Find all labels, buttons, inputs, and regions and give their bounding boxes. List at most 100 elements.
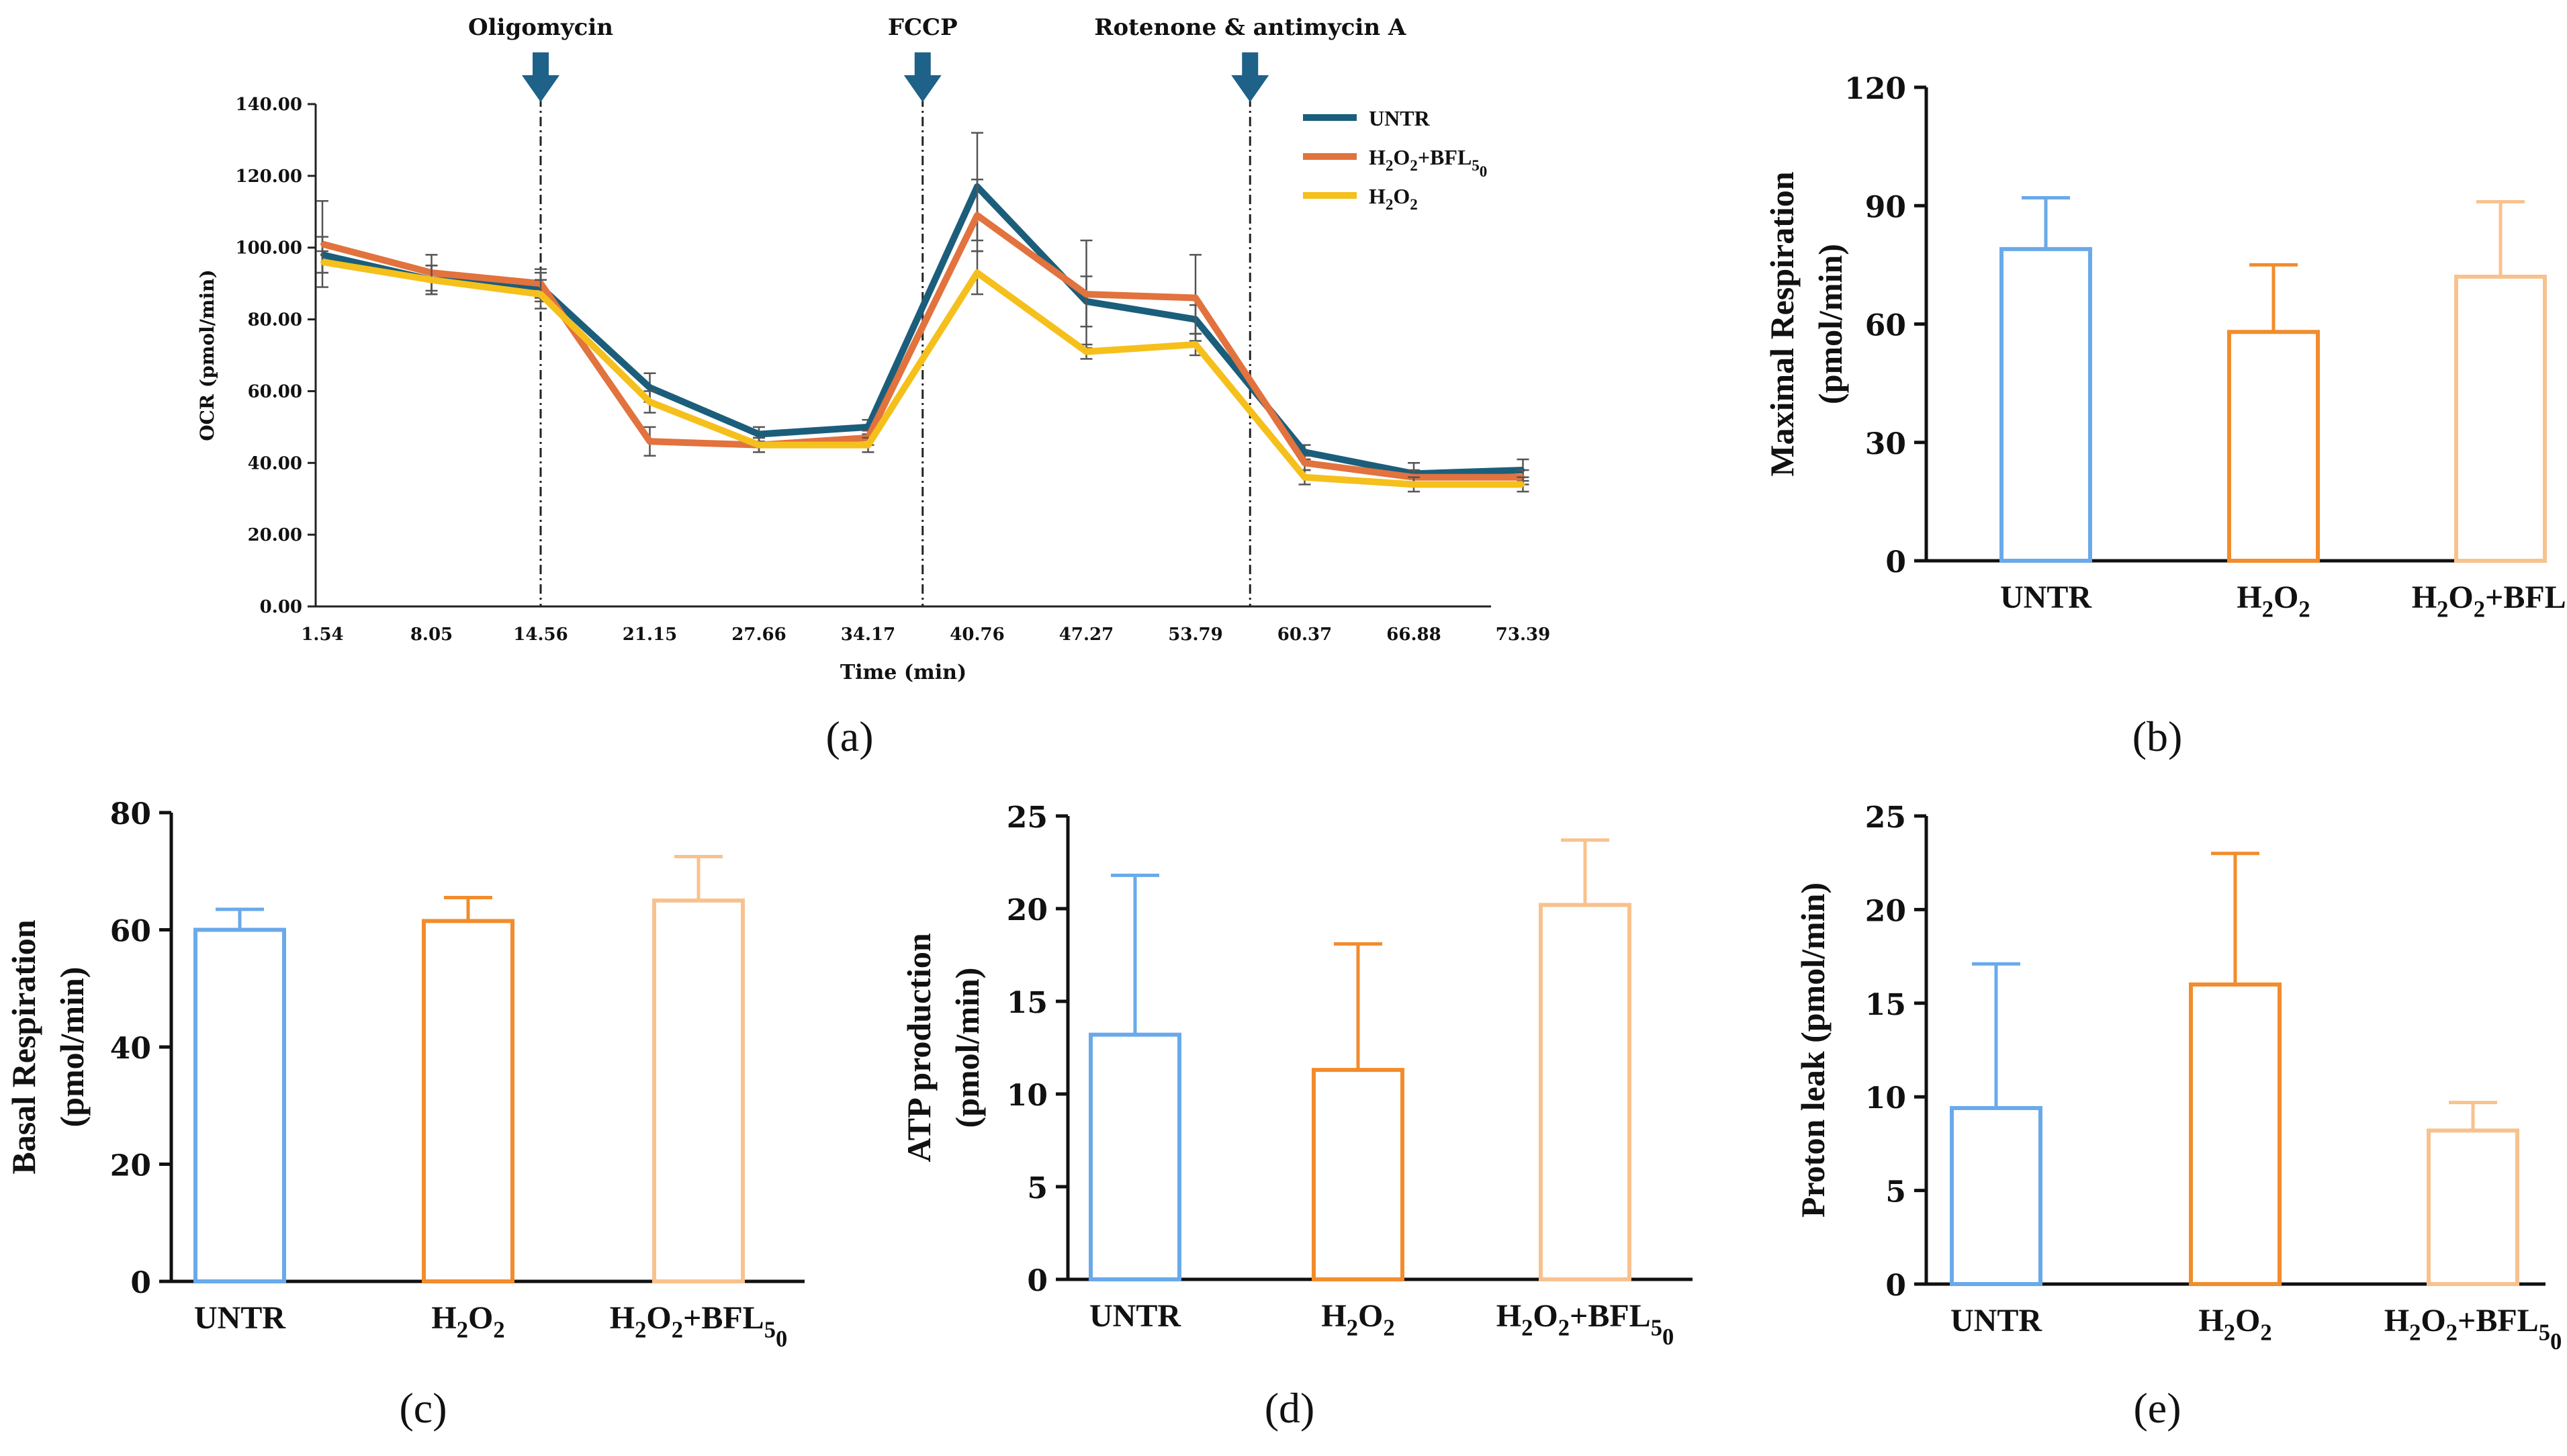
panel-c-y-tick-label: 0 xyxy=(130,1266,151,1300)
panel-a-line-chart: 0.00 20.00 40.00 60.00 80.00 100.00 120.00 140.… xyxy=(196,14,1550,684)
panel-label-c: (c) xyxy=(399,1384,447,1432)
a-x-tick-label: 21.15 xyxy=(623,625,677,645)
panel-label-a: (a) xyxy=(825,713,873,760)
panel-e-bar-chart: 0 5 10 15 20 25 UNTR H2O2 H2O2+BFL50 Proton leak … xyxy=(1794,801,2562,1355)
panel-e-x-tick-label: H2O2+BFL50 xyxy=(2384,1303,2562,1355)
panel-d-bar xyxy=(1312,1068,1404,1281)
a-data-point xyxy=(1302,461,1307,465)
a-x-tick-label: 8.05 xyxy=(410,625,453,645)
panel-c-y-tick-label: 40 xyxy=(110,1032,151,1066)
a-y-tick-label: 140.00 xyxy=(235,95,302,115)
a-y-tick-label: 100.00 xyxy=(235,238,302,259)
panel-b-y-tick-label: 90 xyxy=(1865,190,1906,224)
panel-d-bar xyxy=(1539,903,1631,1281)
panel-c-y-tick-label: 60 xyxy=(110,915,151,949)
a-x-tick-label: 27.66 xyxy=(731,625,786,645)
a-data-point xyxy=(539,292,543,297)
panel-c-x-tick-label: UNTR xyxy=(194,1300,286,1336)
panel-e-x-tick-label: H2O2 xyxy=(2198,1303,2271,1345)
panel-e-y-tick-label: 25 xyxy=(1865,801,1906,835)
a-legend-label: H2O2 xyxy=(1369,184,1418,213)
a-data-point xyxy=(757,443,761,447)
panel-c-bar xyxy=(652,898,745,1283)
a-series-line-0 xyxy=(321,183,1523,477)
panel-d-bar-chart: 0 5 10 15 20 25 UNTR H2O2 H2O2+BFL50 ATP producti… xyxy=(900,801,1693,1350)
a-data-point xyxy=(975,213,979,218)
panel-b-x-tick-label: H2O2 xyxy=(2237,580,2310,622)
a-data-point xyxy=(647,385,652,390)
a-y-tick-label: 0.00 xyxy=(260,597,302,617)
panel-d-bar xyxy=(1089,1032,1181,1282)
panel-e-y-tick-label: 5 xyxy=(1885,1175,1906,1210)
a-y-tick-label: 80.00 xyxy=(248,310,302,330)
panel-d-y-tick-label: 25 xyxy=(1007,801,1048,835)
a-data-point xyxy=(429,277,434,282)
panel-c-y-tick-label: 20 xyxy=(110,1149,151,1183)
panel-e-bar xyxy=(1950,1105,2042,1286)
a-series-line-1 xyxy=(321,212,1523,481)
a-data-point xyxy=(975,271,979,275)
panel-e-bar xyxy=(2427,1128,2519,1287)
a-y-tick-label: 120.00 xyxy=(235,167,302,187)
a-data-point xyxy=(1412,482,1416,487)
panel-b-y-axis-label-unit: (pmol/min) xyxy=(1811,244,1849,404)
panel-c-y-axis-label: Basal Respiration xyxy=(5,919,42,1174)
a-injection-arrow-icon xyxy=(522,52,559,102)
panel-b-bar xyxy=(2454,275,2547,563)
a-x-tick-label: 60.37 xyxy=(1277,625,1332,645)
panel-e-y-axis-label: Proton leak (pmol/min) xyxy=(1794,882,1832,1218)
panel-c-bar xyxy=(422,919,514,1283)
a-injection-label: Oligomycin xyxy=(468,14,613,41)
a-y-tick-label: 60.00 xyxy=(248,381,302,402)
panel-b-x-tick-label: H2O2+BFL50 xyxy=(2412,580,2567,631)
panel-c-x-tick-label: H2O2 xyxy=(431,1300,504,1343)
panel-e-y-tick-label: 15 xyxy=(1865,988,1906,1022)
panel-e-y-tick-label: 0 xyxy=(1885,1269,1906,1303)
a-x-tick-label: 40.76 xyxy=(950,625,1004,645)
a-injection-arrow-icon xyxy=(1231,52,1269,102)
panel-d-y-tick-label: 20 xyxy=(1007,893,1048,927)
panel-label-e: (e) xyxy=(2133,1384,2181,1432)
a-x-tick-label: 1.54 xyxy=(301,625,343,645)
panel-b-y-tick-label: 30 xyxy=(1865,427,1906,461)
panel-c-bar xyxy=(193,927,286,1283)
panel-b-x-tick-label: UNTR xyxy=(2000,580,2092,615)
a-data-point xyxy=(1302,475,1307,480)
panel-d-y-axis-label-unit: (pmol/min) xyxy=(948,968,986,1128)
a-series-line-2 xyxy=(322,259,1523,488)
a-injection-arrow-icon xyxy=(903,52,942,102)
a-x-tick-label: 73.39 xyxy=(1496,625,1550,645)
panel-c-y-tick-label: 80 xyxy=(110,797,151,831)
a-x-tick-label: 34.17 xyxy=(841,625,895,645)
panel-e-x-tick-label: UNTR xyxy=(1950,1303,2042,1338)
panel-c-bar-chart: 0 20 40 60 80 UNTR H2O2 H2O2+BFL50 Basal Respira… xyxy=(5,797,805,1352)
panel-d-x-tick-label: H2O2 xyxy=(1321,1298,1394,1340)
panel-c-x-tick-label: H2O2+BFL50 xyxy=(610,1300,788,1352)
a-legend-label: UNTR xyxy=(1369,106,1431,130)
panel-d-y-axis-label: ATP production xyxy=(900,933,938,1162)
panel-b-y-tick-label: 0 xyxy=(1885,545,1906,580)
a-data-point xyxy=(1084,349,1089,354)
a-data-point xyxy=(1521,482,1525,487)
panel-e-bar xyxy=(2189,982,2282,1287)
a-x-axis-label: Time (min) xyxy=(840,661,966,684)
a-data-point xyxy=(647,400,652,404)
a-injection-label: FCCP xyxy=(888,14,958,41)
a-data-point xyxy=(866,443,870,447)
a-x-tick-label: 66.88 xyxy=(1386,625,1441,645)
a-legend-label: H2O2+BFL50 xyxy=(1369,145,1487,180)
panel-d-y-tick-label: 0 xyxy=(1027,1264,1048,1298)
a-data-point xyxy=(757,432,761,437)
a-data-point xyxy=(1194,342,1198,347)
a-data-point xyxy=(866,424,870,429)
a-injection-label: Rotenone & antimycin A xyxy=(1094,14,1406,41)
panel-b-y-axis-label: Maximal Respiration xyxy=(1763,171,1801,476)
panel-b-bar xyxy=(2227,330,2320,563)
panel-e-y-tick-label: 10 xyxy=(1865,1081,1906,1116)
panel-d-y-tick-label: 5 xyxy=(1027,1171,1048,1205)
panel-d-x-tick-label: H2O2+BFL50 xyxy=(1496,1298,1674,1350)
a-data-point xyxy=(320,242,324,246)
a-data-point xyxy=(1302,450,1307,455)
panel-b-bar-chart: 0 30 60 90 120 UNTR H2O2 H2O2+BFL50 Maximal Resp… xyxy=(1763,72,2567,631)
panel-d-y-tick-label: 10 xyxy=(1007,1079,1048,1113)
